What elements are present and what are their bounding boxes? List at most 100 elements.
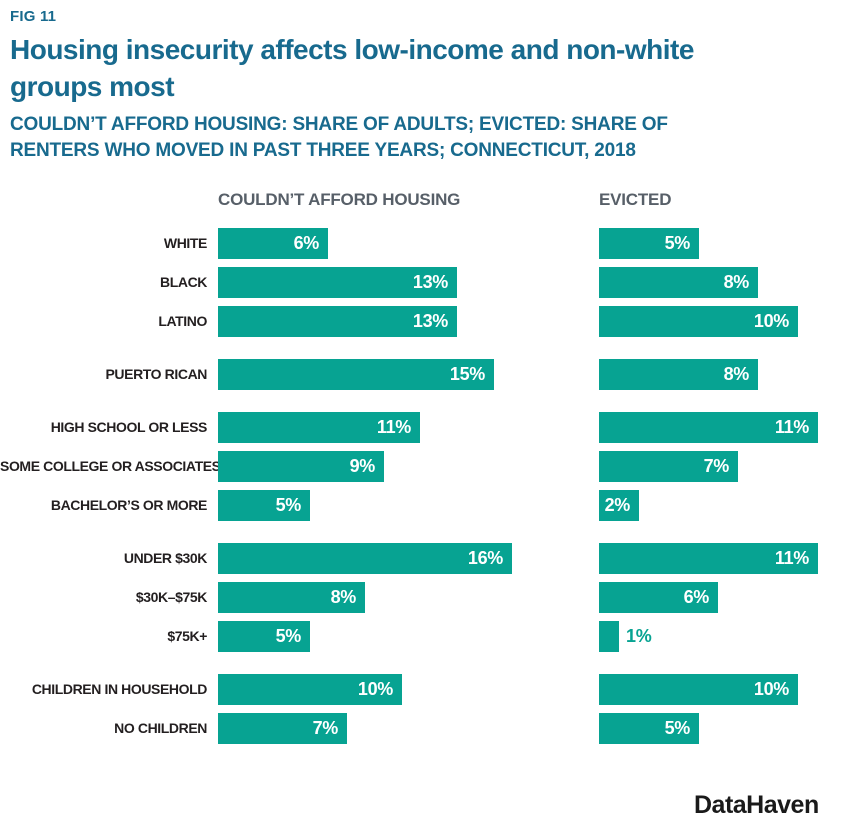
bar-value-label: 10%: [753, 679, 789, 699]
panel-couldnt-afford-housing: 16%: [218, 543, 599, 574]
bar-value-label: 10%: [753, 311, 789, 331]
chart-row: LATINO 13% 10%: [0, 306, 868, 337]
chart-row: UNDER $30K 16% 11%: [0, 543, 868, 574]
bar-evicted: [599, 621, 619, 652]
bar-evicted: 10%: [599, 306, 798, 337]
panel-couldnt-afford-housing: 5%: [218, 621, 599, 652]
bar-couldnt-afford-housing: 5%: [218, 490, 310, 521]
row-label: PUERTO RICAN: [105, 366, 207, 382]
bar-value-label: 8%: [723, 272, 750, 292]
panel-couldnt-afford-housing: 8%: [218, 582, 599, 613]
bar-value-label: 13%: [412, 272, 448, 292]
column-headers: COULDN’T AFFORD HOUSING EVICTED: [0, 190, 868, 210]
chart-row: CHILDREN IN HOUSEHOLD 10% 10%: [0, 674, 868, 705]
panel-evicted: 5%: [599, 228, 868, 259]
bar-value-label: 16%: [467, 548, 503, 568]
label-column-spacer: [0, 190, 218, 210]
bar-evicted: 8%: [599, 267, 758, 298]
row-label: UNDER $30K: [123, 550, 208, 566]
row-label: BLACK: [160, 274, 207, 290]
bar-evicted: 5%: [599, 713, 699, 744]
bar-group: UNDER $30K 16% 11% $30K–$75K 8% 6% $75K+ 5% 1%: [0, 543, 868, 652]
bar-couldnt-afford-housing: 10%: [218, 674, 402, 705]
panel-couldnt-afford-housing: 10%: [218, 674, 599, 705]
panel-couldnt-afford-housing: 5%: [218, 490, 599, 521]
bar-value-label: 2%: [604, 495, 631, 515]
column-header-evicted: EVICTED: [599, 190, 672, 209]
chart-row: HIGH SCHOOL OR LESS 11% 11%: [0, 412, 868, 443]
bar-couldnt-afford-housing: 9%: [218, 451, 384, 482]
bar-couldnt-afford-housing: 13%: [218, 306, 457, 337]
bar-couldnt-afford-housing: 6%: [218, 228, 328, 259]
column-header-couldnt-afford-housing: COULDN’T AFFORD HOUSING: [218, 190, 461, 209]
panel-couldnt-afford-housing: 7%: [218, 713, 599, 744]
bar-chart: WHITE 6% 5% BLACK 13% 8% LATINO 13% 10% PUERTO RI…: [0, 228, 868, 752]
bar-value-label: 6%: [683, 587, 710, 607]
bar-value-label: 7%: [312, 718, 339, 738]
chart-row: BLACK 13% 8%: [0, 267, 868, 298]
chart-row: PUERTO RICAN 15% 8%: [0, 359, 868, 390]
row-label: HIGH SCHOOL OR LESS: [50, 419, 208, 435]
bar-value-label: 8%: [330, 587, 357, 607]
bar-couldnt-afford-housing: 13%: [218, 267, 457, 298]
bar-couldnt-afford-housing: 5%: [218, 621, 310, 652]
chart-row: $75K+ 5% 1%: [0, 621, 868, 652]
row-label: BACHELOR’S OR MORE: [50, 497, 208, 513]
bar-couldnt-afford-housing: 11%: [218, 412, 420, 443]
chart-row: $30K–$75K 8% 6%: [0, 582, 868, 613]
chart-row: NO CHILDREN 7% 5%: [0, 713, 868, 744]
panel-evicted: 2%: [599, 490, 868, 521]
chart-title: Housing insecurity affects low-income an…: [10, 34, 694, 102]
panel-couldnt-afford-housing: 15%: [218, 359, 599, 390]
row-label: $30K–$75K: [135, 589, 208, 605]
chart-row: WHITE 6% 5%: [0, 228, 868, 259]
bar-evicted: 8%: [599, 359, 758, 390]
chart-subtitle: COULDN’T AFFORD HOUSING: SHARE OF ADULTS…: [10, 114, 668, 161]
bar-group: PUERTO RICAN 15% 8%: [0, 359, 868, 390]
panel-evicted: 5%: [599, 713, 868, 744]
datahaven-logo: DataHaven: [694, 791, 819, 819]
bar-value-label: 1%: [626, 626, 652, 646]
panel-evicted: 6%: [599, 582, 868, 613]
panel-evicted: 10%: [599, 674, 868, 705]
bar-evicted: 5%: [599, 228, 699, 259]
bar-value-label: 11%: [774, 548, 809, 568]
panel-evicted: 8%: [599, 359, 868, 390]
bar-value-label: 11%: [376, 417, 411, 437]
panel-evicted: 8%: [599, 267, 868, 298]
bar-evicted: 2%: [599, 490, 639, 521]
bar-evicted: 7%: [599, 451, 738, 482]
row-label: LATINO: [158, 313, 207, 329]
panel-evicted: 11%: [599, 412, 868, 443]
bar-couldnt-afford-housing: 7%: [218, 713, 347, 744]
bar-value-label: 9%: [349, 456, 376, 476]
row-label: CHILDREN IN HOUSEHOLD: [31, 681, 208, 697]
bar-value-label: 5%: [664, 233, 691, 253]
bar-value-label: 11%: [774, 417, 809, 437]
panel-evicted: 7%: [599, 451, 868, 482]
bar-evicted: 11%: [599, 543, 818, 574]
chart-row: BACHELOR’S OR MORE 5% 2%: [0, 490, 868, 521]
bar-group: WHITE 6% 5% BLACK 13% 8% LATINO 13% 10%: [0, 228, 868, 337]
bar-evicted: 10%: [599, 674, 798, 705]
panel-couldnt-afford-housing: 9%: [218, 451, 599, 482]
bar-couldnt-afford-housing: 8%: [218, 582, 365, 613]
row-label: NO CHILDREN: [114, 720, 207, 736]
panel-couldnt-afford-housing: 13%: [218, 267, 599, 298]
panel-couldnt-afford-housing: 6%: [218, 228, 599, 259]
panel-evicted: 11%: [599, 543, 868, 574]
panel-evicted: 10%: [599, 306, 868, 337]
bar-value-label: 8%: [723, 364, 750, 384]
chart-row: SOME COLLEGE OR ASSOCIATES 9% 7%: [0, 451, 868, 482]
bar-value-label: 5%: [275, 495, 302, 515]
bar-value-label: 15%: [449, 364, 485, 384]
bar-couldnt-afford-housing: 16%: [218, 543, 512, 574]
panel-evicted: 1%: [599, 621, 868, 652]
bar-value-label: 13%: [412, 311, 448, 331]
row-label: $75K+: [167, 628, 207, 644]
bar-value-label: 6%: [293, 233, 320, 253]
row-label: SOME COLLEGE OR ASSOCIATES: [0, 458, 221, 474]
bar-value-label: 10%: [357, 679, 393, 699]
bar-evicted: 6%: [599, 582, 718, 613]
row-label: WHITE: [163, 235, 208, 251]
